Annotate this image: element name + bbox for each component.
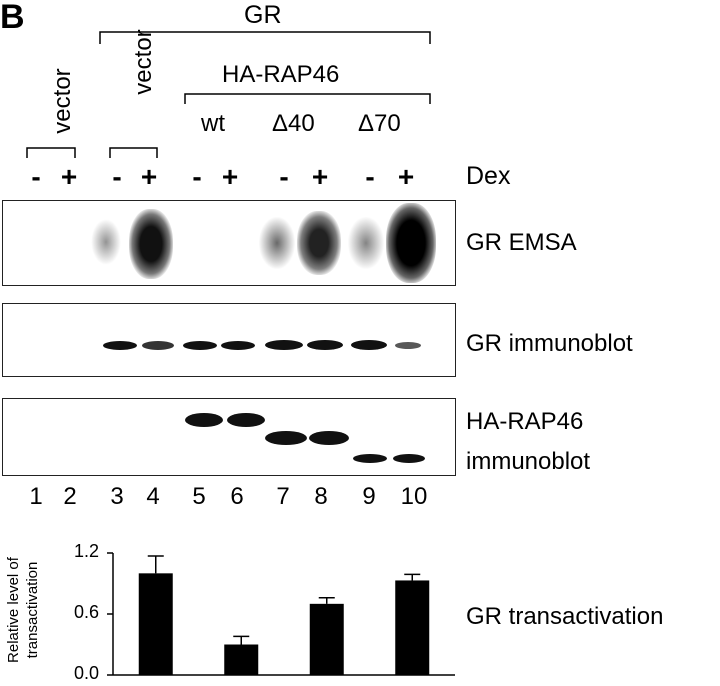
emsa-band-lane3: [91, 219, 121, 265]
dex-sign: -: [279, 161, 289, 192]
ha-rap46-blot-label-1: HA-RAP46: [466, 408, 584, 435]
gr-label: GR: [244, 1, 282, 29]
gr-band: [307, 340, 343, 350]
transactivation-chart: Relative level of transactivation 1.2 0.…: [0, 520, 720, 686]
panel-letter: B: [0, 0, 25, 36]
lane-number: 3: [110, 483, 124, 510]
rap46-band: [393, 454, 425, 463]
lane-number: 8: [314, 483, 328, 510]
dex-sign: +: [311, 161, 329, 192]
gr-band: [221, 341, 255, 350]
y-tick-label: 1.2: [74, 541, 100, 561]
dex-label: Dex: [466, 162, 511, 190]
bar-vector: [395, 580, 430, 675]
ha-rap46-immunoblot: [2, 398, 456, 476]
transactivation-label: GR transactivation: [466, 603, 664, 630]
dex-sign: -: [192, 161, 202, 192]
dex-sign: -: [365, 161, 375, 192]
y-tick-label: 0.6: [74, 602, 100, 622]
wt-label: wt: [201, 110, 225, 137]
chart-plot-area: [107, 552, 455, 676]
gr-band: [183, 341, 217, 350]
lane-number: 4: [146, 483, 160, 510]
lane-number: 7: [276, 483, 290, 510]
dex-sign: +: [140, 161, 158, 192]
bar-wt: [138, 573, 173, 675]
gr-band: [395, 342, 421, 349]
lane-number: 6: [230, 483, 244, 510]
dex-sign: +: [397, 161, 415, 192]
rap46-band: [185, 413, 223, 427]
dex-sign: +: [60, 161, 78, 192]
lane-number: 2: [63, 483, 77, 510]
emsa-band-lane7: [259, 217, 295, 269]
rap46-band: [309, 431, 349, 445]
lane-number: 1: [29, 483, 43, 510]
bar-Δ70: [309, 603, 344, 675]
y-tick-label: 0.0: [74, 663, 100, 683]
emsa-band-lane9: [348, 217, 384, 269]
rap46-band: [353, 454, 387, 463]
gr-immunoblot-label: GR immunoblot: [466, 330, 633, 357]
vector-label-2: vector: [130, 29, 157, 95]
delta70-label: Δ70: [358, 110, 401, 137]
gr-band: [265, 340, 303, 350]
rap46-band: [227, 413, 265, 427]
emsa-blot: [2, 200, 456, 286]
dex-sign: -: [112, 161, 122, 192]
dex-sign: -: [31, 161, 41, 192]
emsa-band-lane8: [297, 211, 341, 275]
lane-number: 9: [362, 483, 376, 510]
ha-rap46-blot-label-2: immunoblot: [466, 448, 591, 475]
emsa-band-lane4: [129, 209, 173, 279]
dex-sign: +: [221, 161, 239, 192]
emsa-label: GR EMSA: [466, 229, 577, 256]
gr-immunoblot: [2, 303, 456, 377]
rap46-band: [265, 431, 307, 445]
gr-band: [142, 341, 174, 350]
ha-rap46-label: HA-RAP46: [222, 61, 340, 88]
emsa-band-lane10: [386, 203, 436, 283]
vector-label-1: vector: [49, 68, 76, 134]
bar-Δ40: [224, 644, 259, 675]
gr-band: [103, 341, 137, 350]
lane-number: 5: [192, 483, 206, 510]
delta40-label: Δ40: [272, 110, 315, 137]
lane-number: 10: [400, 483, 428, 510]
gr-band: [351, 340, 387, 350]
